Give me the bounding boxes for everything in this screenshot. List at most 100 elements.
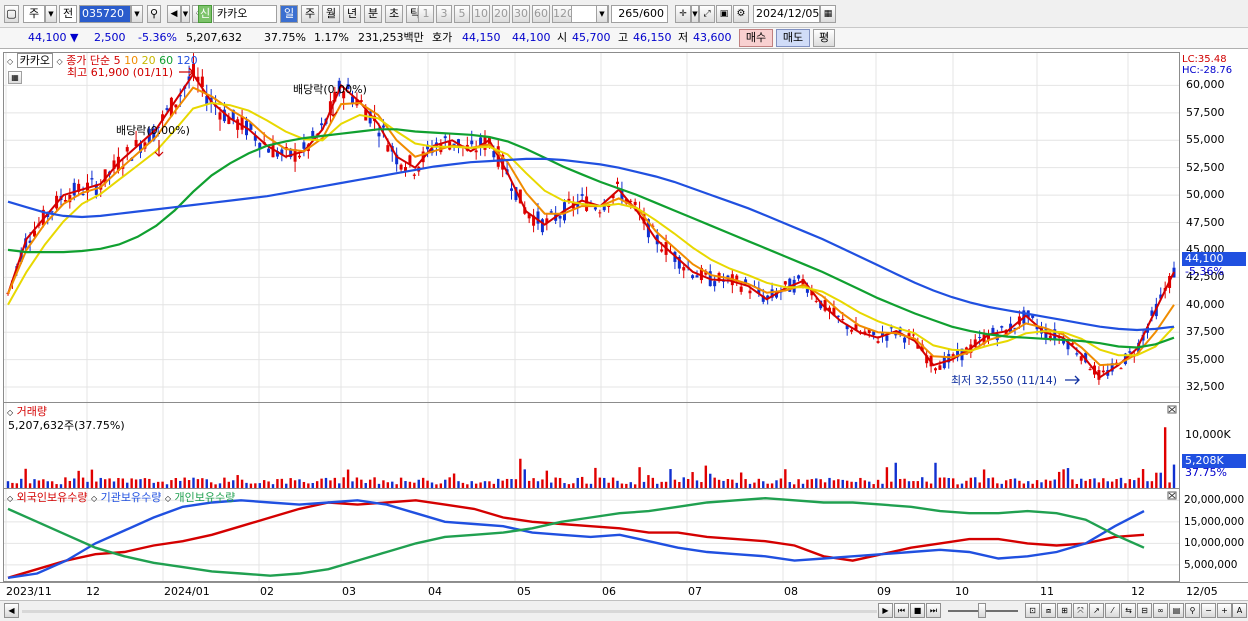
candle-body [1070,343,1074,345]
volume-bar [254,483,257,488]
count-display[interactable]: 265/600 [611,5,668,23]
ma-legend-5[interactable]: 5 [113,54,121,67]
ma-legend-10[interactable]: 10 [124,54,139,67]
window-menu-icon[interactable]: ▢ [4,5,19,23]
stock-chart[interactable]: 최고 61,900 (01/11) 배당락(0.00%) 배당락(0.00%) 최저 … [3,52,1180,582]
prev-button[interactable]: 전 [59,5,77,23]
volume-bar [28,483,32,488]
period-button-1[interactable]: 주 [301,5,319,23]
moving-average-lines [7,72,1175,379]
volume-bar [187,480,191,488]
grid-icon[interactable]: ⊞ [1057,603,1072,618]
interval-button-1[interactable]: 3 [436,5,452,23]
layout-icon[interactable]: ⊟ [1137,603,1152,618]
interval-button-7[interactable]: 120 [552,5,574,23]
volume-bar [205,479,208,488]
change-percent: -5.36% [138,31,177,44]
zoom-in-icon[interactable]: + [1217,603,1232,618]
interval-button-6[interactable]: 60 [532,5,550,23]
candle-body [161,114,165,121]
date-input[interactable]: 2024/12/05 [753,5,820,23]
candle-body [739,286,743,292]
overlay-icon[interactable]: ⤧ [1073,603,1088,618]
volume-bar [775,480,778,488]
zoom-search-icon[interactable]: ⚲ [1185,603,1200,618]
crosshair-dropdown-icon[interactable]: ▼ [691,5,699,23]
sell-button[interactable]: 매도 [776,29,810,47]
scroll-right-icon[interactable]: ▶ [878,603,893,618]
foreign-holdings-legend[interactable]: 외국인보유수량 [16,491,88,504]
buy-button[interactable]: 매수 [739,29,773,47]
search-icon[interactable]: ⚲ [147,5,161,23]
stop-icon[interactable]: ■ [910,603,925,618]
volume-bar [15,483,19,488]
scrollbar-track[interactable] [22,610,877,613]
interval-button-5[interactable]: 30 [512,5,530,23]
stock-name-tag[interactable]: 카카오 [16,53,54,68]
interval-button-3[interactable]: 10 [472,5,490,23]
stats-icon[interactable]: ▤ [1169,603,1184,618]
crosshair-icon[interactable]: ✛ [675,5,691,23]
current-price-tag: 44,100 [1182,252,1246,266]
scroll-left-icon[interactable]: ◀ [4,603,19,618]
calendar-icon[interactable]: ▦ [820,5,836,23]
eval-button[interactable]: 평 [813,29,835,47]
individual-holdings-legend[interactable]: 개인보유수량 [174,491,236,504]
table-icon[interactable]: ▦ [8,71,22,84]
zoom-slider-handle[interactable] [978,603,986,618]
candle-body [956,349,960,358]
gear-icon[interactable]: ⚙ [733,5,749,23]
ma-legend-20[interactable]: 20 [141,54,156,67]
chevron-down-icon[interactable]: ▼ [45,5,57,23]
period-type-select[interactable]: 주 [23,5,45,23]
volume-title[interactable]: 거래량 [16,405,48,418]
code-dropdown-icon[interactable]: ▼ [131,5,143,23]
candle-body [920,344,924,352]
volume-bar [916,481,920,488]
volume-bar [797,479,800,488]
period-button-5[interactable]: 초 [385,5,403,23]
period-button-4[interactable]: 분 [364,5,382,23]
candle-body [298,155,301,158]
period-button-3[interactable]: 년 [343,5,361,23]
speaker-dropdown-icon[interactable]: ▼ [181,5,190,23]
save-icon[interactable]: ▣ [716,5,732,23]
period-button-2[interactable]: 월 [322,5,340,23]
candle-body [938,365,942,370]
candle-body [580,194,584,196]
chart-type-icon[interactable]: ⊡ [1025,603,1040,618]
stock-code-input[interactable]: 035720 [79,5,131,23]
interval-button-0[interactable]: 1 [418,5,434,23]
link-icon[interactable]: ∞ [1153,603,1168,618]
candle-body [991,327,995,335]
forward-icon[interactable]: ⏭ [926,603,941,618]
volume-bar [439,483,443,488]
institution-holdings-legend[interactable]: 기관보유수량 [100,491,162,504]
zoom-out-icon[interactable]: − [1201,603,1216,618]
volume-bar [298,479,301,488]
draw-tool-icon[interactable]: ⤢ [699,5,715,23]
candle-body [532,215,536,226]
compare-icon[interactable]: ⇆ [1121,603,1136,618]
interval-button-4[interactable]: 20 [492,5,510,23]
trend-icon[interactable]: ↗ [1089,603,1104,618]
holdings-tick-label: 10,000,000 [1184,537,1245,550]
candle-icon[interactable]: ⧈ [1041,603,1056,618]
font-size-icon[interactable]: A [1232,603,1247,618]
rewind-icon[interactable]: ⏮ [894,603,909,618]
volume-bar [823,482,827,488]
volume-bar [589,483,593,488]
candle-body [1044,329,1048,339]
pane-close-icons[interactable] [1167,405,1177,500]
blank-dropdown-icon[interactable]: ▼ [596,5,608,23]
ma-legend-60[interactable]: 60 [159,54,174,67]
volume-bar [1027,481,1030,488]
volume-bar [898,478,902,488]
ma-legend-120[interactable]: 120 [176,54,198,67]
period-button-0[interactable]: 일 [280,5,298,23]
candle-body [337,80,341,94]
volume-bar [762,481,765,488]
interval-button-2[interactable]: 5 [454,5,470,23]
line-tool-icon[interactable]: ⁄ [1105,603,1120,618]
speaker-icon[interactable]: ◀ [167,5,181,23]
